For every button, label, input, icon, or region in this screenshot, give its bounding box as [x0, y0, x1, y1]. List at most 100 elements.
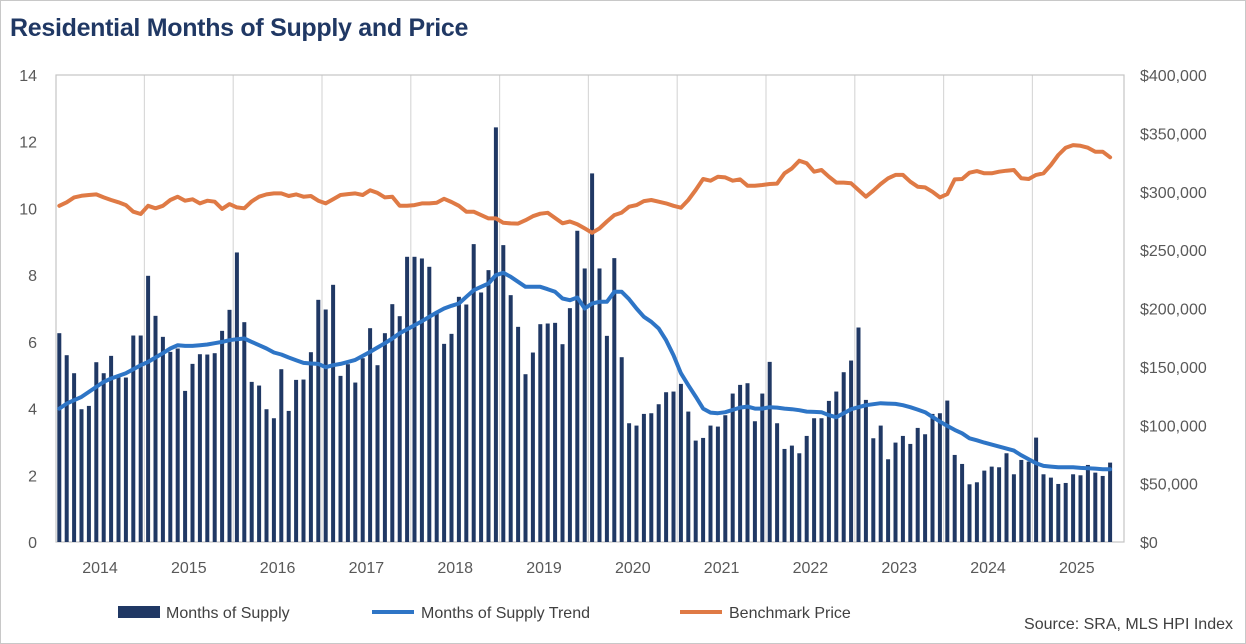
bar-months-of-supply — [989, 466, 994, 542]
bar-months-of-supply — [671, 391, 676, 542]
bar-months-of-supply — [797, 453, 802, 542]
bar-months-of-supply — [997, 467, 1002, 542]
x-tick-label: 2017 — [349, 560, 385, 577]
bar-months-of-supply — [338, 375, 343, 542]
bar-months-of-supply — [789, 445, 794, 542]
bar-months-of-supply — [804, 435, 809, 542]
bar-months-of-supply — [1071, 474, 1076, 542]
bar-months-of-supply — [493, 127, 498, 542]
bar-months-of-supply — [863, 399, 868, 542]
bar-months-of-supply — [893, 442, 898, 542]
bar-months-of-supply — [397, 316, 402, 542]
series-lines — [57, 143, 1113, 472]
bar-months-of-supply — [508, 295, 513, 542]
bar-months-of-supply — [72, 373, 77, 542]
bar-months-of-supply — [175, 348, 180, 542]
bar-months-of-supply — [1019, 459, 1024, 542]
bar-months-of-supply — [449, 333, 454, 542]
y-left-tick-label: 0 — [28, 535, 37, 552]
bar-months-of-supply — [434, 313, 439, 542]
bar-months-of-supply — [952, 454, 957, 542]
legend-label-trend: Months of Supply Trend — [421, 605, 590, 622]
legend-swatch-months-of-supply — [118, 606, 160, 618]
y-left-tick-label: 2 — [28, 468, 37, 485]
bar-months-of-supply — [701, 437, 706, 542]
bar-months-of-supply — [619, 357, 624, 542]
bar-months-of-supply — [1078, 475, 1083, 542]
axes: 2014 2015 2016 2017 2018 2019 2020 2021 2022 2023… — [19, 68, 1207, 577]
bar-months-of-supply — [590, 173, 595, 542]
bar-months-of-supply — [841, 372, 846, 542]
bar-months-of-supply — [871, 438, 876, 542]
x-tick-label: 2022 — [793, 560, 829, 577]
bar-months-of-supply — [464, 304, 469, 542]
bar-months-of-supply — [545, 323, 550, 542]
bar-months-of-supply — [982, 470, 987, 542]
bar-months-of-supply — [960, 463, 965, 542]
bar-months-of-supply — [501, 245, 506, 542]
y-right-tick-label: $50,000 — [1140, 477, 1198, 494]
bar-months-of-supply — [923, 434, 928, 542]
bar-months-of-supply — [826, 400, 831, 542]
bar-months-of-supply — [138, 335, 143, 542]
bar-months-of-supply — [730, 393, 735, 542]
bar-months-of-supply — [375, 365, 380, 542]
bar-months-of-supply — [271, 418, 276, 542]
bar-months-of-supply — [634, 425, 639, 542]
bar-months-of-supply — [368, 328, 373, 542]
bar-months-of-supply — [471, 244, 476, 542]
y-right-tick-label: $400,000 — [1140, 68, 1207, 85]
bar-months-of-supply — [183, 390, 188, 542]
bar-months-of-supply — [945, 400, 950, 542]
bars-months-of-supply — [57, 127, 1113, 542]
bar-months-of-supply — [382, 333, 387, 542]
bar-months-of-supply — [849, 360, 854, 542]
bar-months-of-supply — [479, 292, 484, 542]
bar-months-of-supply — [486, 270, 491, 542]
bar-months-of-supply — [516, 326, 521, 542]
bar-months-of-supply — [930, 413, 935, 542]
bar-months-of-supply — [146, 275, 151, 542]
bar-months-of-supply — [723, 415, 728, 542]
bar-months-of-supply — [967, 484, 972, 542]
legend-label-months-of-supply: Months of Supply — [166, 605, 290, 622]
x-tick-label: 2019 — [526, 560, 562, 577]
bar-months-of-supply — [1048, 477, 1053, 542]
bar-months-of-supply — [530, 352, 535, 542]
bar-months-of-supply — [1011, 474, 1016, 542]
bar-months-of-supply — [1034, 437, 1039, 542]
bar-months-of-supply — [101, 373, 106, 542]
bar-months-of-supply — [553, 322, 558, 542]
bar-months-of-supply — [405, 256, 410, 542]
x-tick-label: 2020 — [615, 560, 651, 577]
bar-months-of-supply — [412, 256, 417, 542]
plot-area-border — [55, 74, 1125, 543]
chart-title: Residential Months of Supply and Price — [10, 14, 469, 42]
bar-months-of-supply — [160, 336, 165, 542]
bar-months-of-supply — [123, 377, 128, 542]
bar-months-of-supply — [1085, 464, 1090, 542]
bar-months-of-supply — [419, 258, 424, 542]
legend: Months of Supply Months of Supply Trend … — [118, 605, 851, 622]
bar-months-of-supply — [760, 393, 765, 542]
bar-months-of-supply — [197, 354, 202, 542]
bar-months-of-supply — [1004, 453, 1009, 542]
bar-months-of-supply — [1063, 482, 1068, 542]
bar-months-of-supply — [678, 383, 683, 542]
bar-months-of-supply — [560, 344, 565, 542]
bar-months-of-supply — [937, 413, 942, 542]
bar-months-of-supply — [523, 374, 528, 542]
bar-months-of-supply — [131, 335, 136, 542]
bar-months-of-supply — [693, 440, 698, 542]
y-right-tick-label: $200,000 — [1140, 302, 1207, 319]
y-left-tick-label: 6 — [28, 335, 37, 352]
bar-months-of-supply — [834, 391, 839, 542]
bar-months-of-supply — [286, 410, 291, 542]
bar-months-of-supply — [1026, 461, 1031, 542]
bar-months-of-supply — [220, 330, 225, 542]
bar-months-of-supply — [331, 284, 336, 542]
bar-months-of-supply — [64, 355, 69, 542]
y-left-tick-label: 8 — [28, 268, 37, 285]
bar-months-of-supply — [353, 382, 358, 542]
